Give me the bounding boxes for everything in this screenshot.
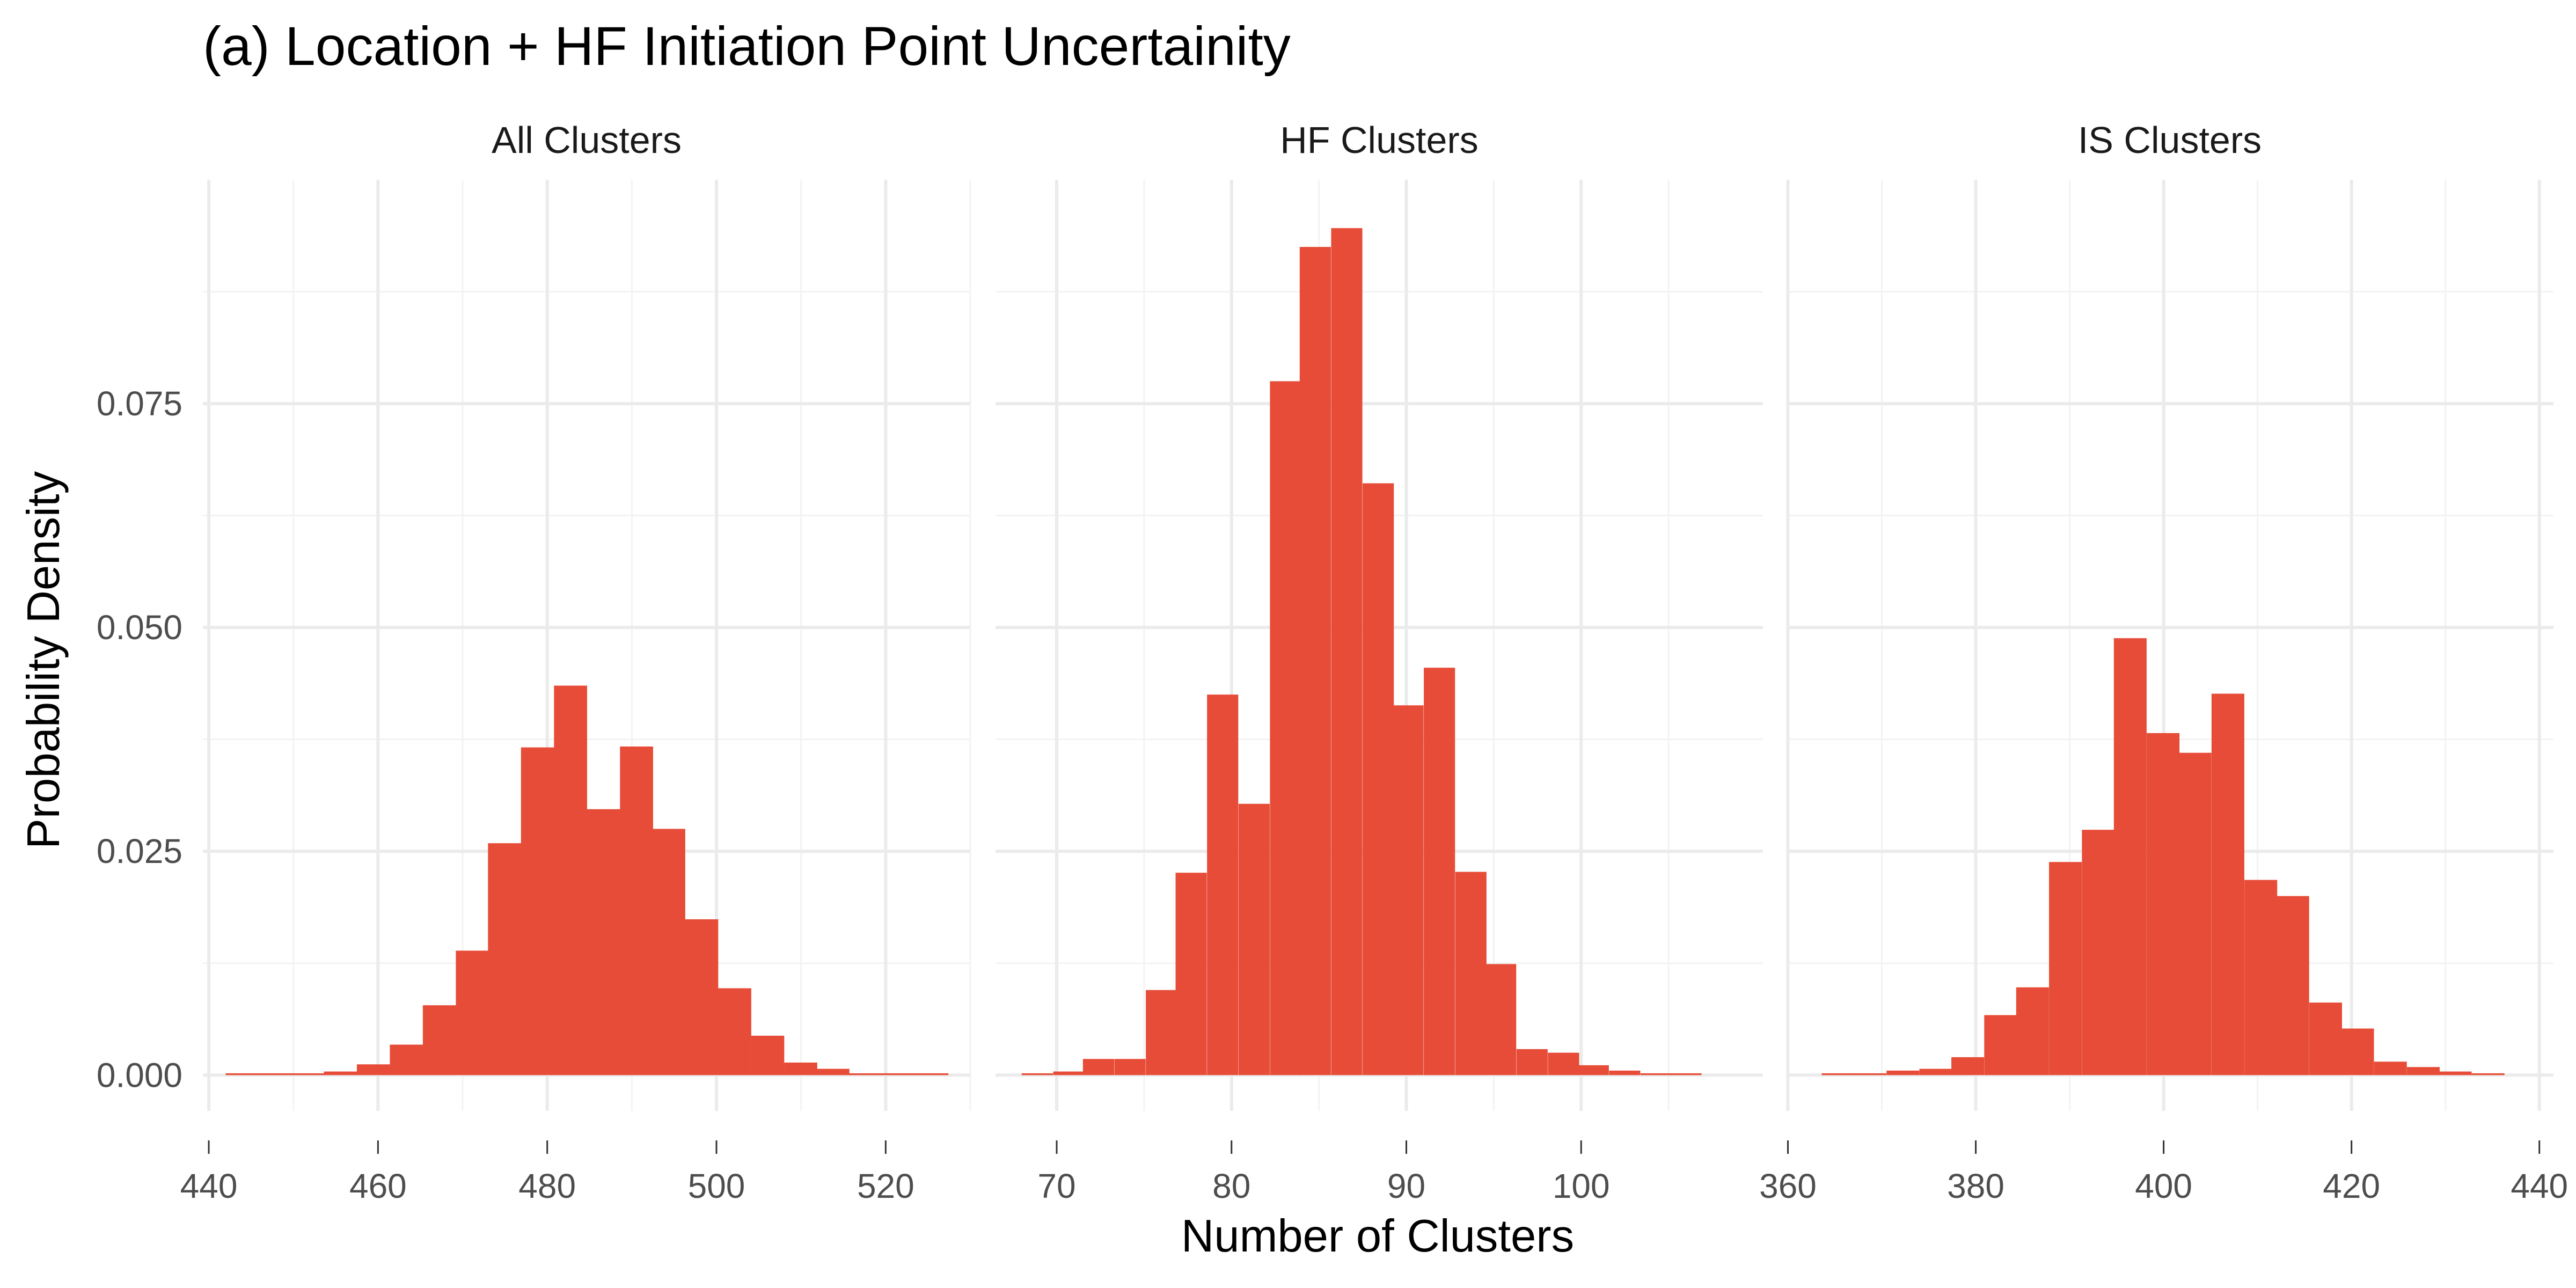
x-tick-label: 100 [1553, 1167, 1610, 1205]
histogram-bar [1053, 1071, 1085, 1075]
histogram-bar [1238, 803, 1270, 1075]
histogram-bar [1175, 873, 1207, 1075]
histogram-bar [1363, 483, 1394, 1075]
histogram-bar [2178, 752, 2212, 1075]
histogram-bar [324, 1071, 357, 1075]
histogram-bar [816, 1069, 850, 1075]
x-tick-label: 90 [1387, 1167, 1425, 1205]
x-tick-label: 500 [688, 1167, 745, 1205]
histogram-bar [1951, 1057, 1985, 1075]
histogram-bar [1114, 1059, 1146, 1075]
y-tick-label: 0.075 [97, 384, 182, 423]
histogram-bar [1207, 694, 1239, 1075]
facet-strip-label: All Clusters [492, 119, 682, 161]
x-tick-label: 420 [2323, 1167, 2380, 1205]
histogram-bar [225, 1073, 259, 1075]
histogram-bar [1299, 247, 1331, 1075]
histogram-bar [718, 988, 751, 1075]
y-tick-label: 0.000 [97, 1056, 182, 1094]
histogram-bar [2113, 638, 2147, 1075]
x-tick-label: 400 [2135, 1167, 2192, 1205]
histogram-bar [1270, 381, 1301, 1075]
histogram-bar [620, 747, 653, 1075]
histogram-bar [2211, 693, 2244, 1075]
histogram-bar [652, 829, 685, 1075]
histogram-bar [1516, 1049, 1548, 1075]
histogram-bar [2471, 1073, 2505, 1075]
x-tick-label: 520 [857, 1167, 914, 1205]
y-axis-tick-labels: 0.000 0.025 0.050 0.075 [97, 384, 182, 1094]
x-tick-label: 440 [2511, 1167, 2568, 1205]
histogram-bar [2309, 1002, 2342, 1075]
histogram-bar [1331, 228, 1363, 1075]
x-tick-label: 380 [1947, 1167, 2004, 1205]
histogram-bar [390, 1044, 423, 1075]
histogram-bar [2147, 733, 2180, 1075]
histogram-bar [1455, 872, 1487, 1075]
facet-strip-label: IS Clusters [2078, 119, 2262, 161]
histogram-bar [2082, 830, 2115, 1075]
histogram-bar [784, 1062, 817, 1075]
x-tick-label: 70 [1037, 1167, 1075, 1205]
panel-hf-clusters: 70 80 90 100 HF Clusters [996, 119, 1763, 1205]
histogram-bar [2016, 987, 2049, 1075]
histogram-bar [1021, 1073, 1053, 1075]
histogram-bar [882, 1073, 916, 1075]
histogram-bar [2439, 1071, 2472, 1075]
histogram-bar [2406, 1067, 2440, 1075]
histogram-bar [587, 809, 620, 1075]
x-tick-label: 480 [518, 1167, 576, 1205]
x-tick-label: 360 [1759, 1167, 1817, 1205]
histogram-bar [849, 1073, 883, 1075]
chart-title: (a) Location + HF Initiation Point Uncer… [203, 16, 1291, 77]
histogram-bar [1984, 1015, 2017, 1075]
histogram-bar [2276, 896, 2309, 1075]
histogram-bar [1548, 1052, 1579, 1075]
histogram-bar [2244, 880, 2278, 1075]
histogram-bar [751, 1035, 785, 1075]
histogram-bar [521, 747, 554, 1075]
histogram-bar [1485, 964, 1517, 1075]
histogram-bar [1919, 1069, 1952, 1075]
x-axis-title: Number of Clusters [1181, 1211, 1574, 1262]
histogram-bar [915, 1073, 949, 1075]
histogram-bar [1609, 1070, 1641, 1075]
x-tick-label: 80 [1212, 1167, 1250, 1205]
histogram-bar [2049, 862, 2082, 1075]
facet-panels: 440 460 480 500 520 All Clusters 70 80 90 100 HF C… [180, 119, 2568, 1205]
panel-is-clusters: 360 380 400 420 440 IS Clusters [1759, 119, 2568, 1205]
histogram-bar [2374, 1062, 2407, 1075]
histogram-bar [1886, 1070, 1920, 1075]
histogram-bar [422, 1005, 456, 1075]
y-axis-title: Probability Density [18, 471, 69, 849]
histogram-bar [356, 1064, 390, 1075]
histogram-bar [1392, 705, 1424, 1075]
facet-strip-label: HF Clusters [1280, 119, 1478, 161]
histogram-bar [2341, 1028, 2374, 1075]
panel-all-clusters: 440 460 480 500 520 All Clusters [180, 119, 971, 1205]
histogram-bar [259, 1073, 292, 1075]
histogram-bar [488, 843, 521, 1075]
y-tick-label: 0.050 [97, 608, 182, 647]
histogram-bar [1577, 1065, 1609, 1075]
histogram-bar [1821, 1073, 1855, 1075]
histogram-bar [685, 919, 719, 1075]
histogram-bar [1082, 1059, 1115, 1075]
histogram-bar [1670, 1073, 1702, 1075]
y-tick-label: 0.025 [97, 832, 182, 870]
histogram-bar [1640, 1073, 1672, 1075]
histogram-bar [456, 950, 489, 1075]
histogram-bar [1146, 990, 1177, 1075]
histogram-bar [1854, 1073, 1887, 1075]
histogram-bar [291, 1073, 325, 1075]
x-tick-label: 460 [349, 1167, 407, 1205]
histogram-bar [554, 685, 587, 1075]
histogram-bar [1424, 668, 1455, 1075]
x-tick-label: 440 [180, 1167, 238, 1205]
